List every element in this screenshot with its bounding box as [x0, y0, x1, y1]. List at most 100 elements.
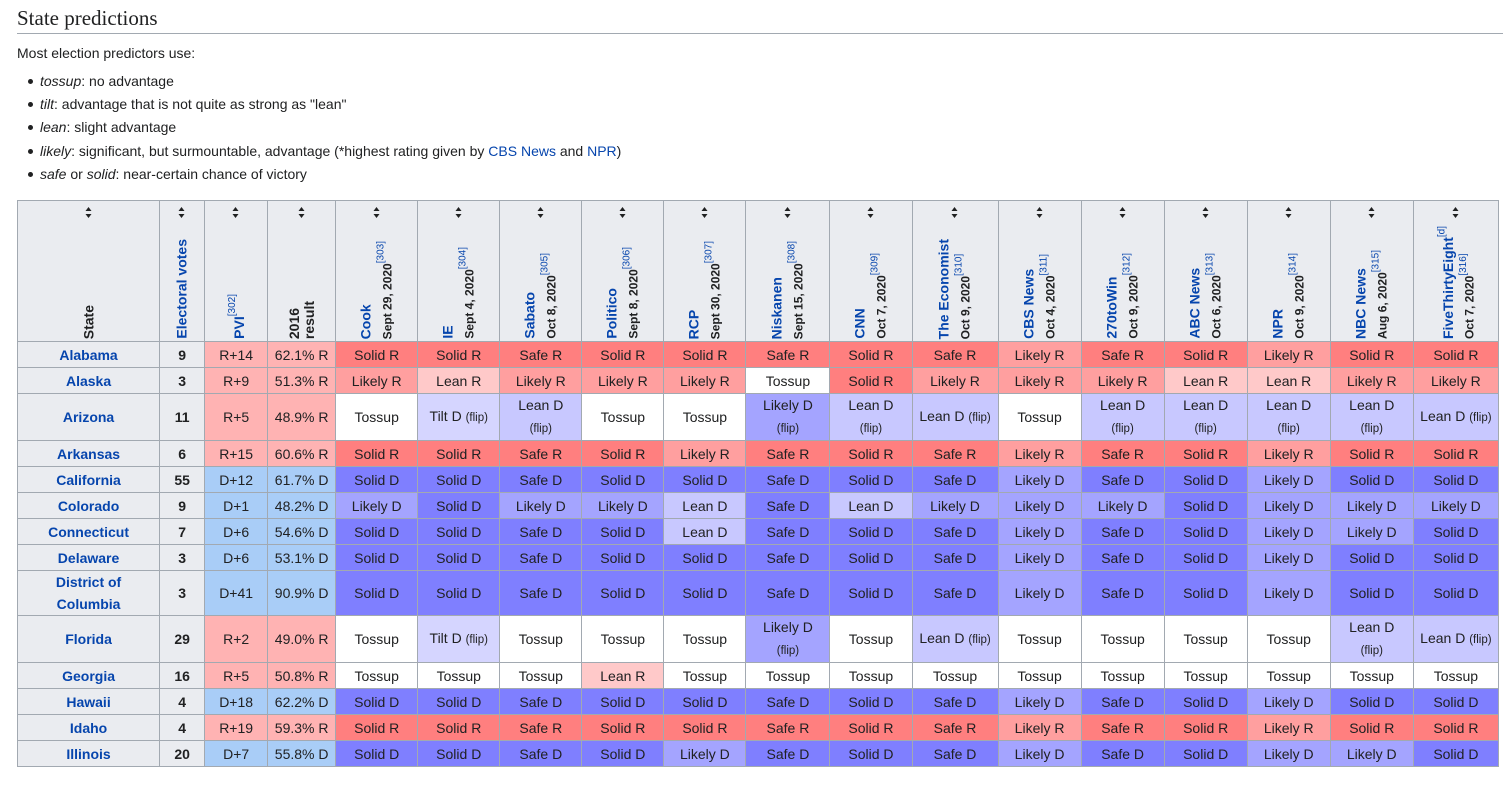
reference-link[interactable]: [312]: [1121, 253, 1133, 276]
sort-icon[interactable]: [951, 207, 959, 218]
reference-link[interactable]: [315]: [1370, 250, 1382, 273]
column-header[interactable]: NPR Oct 9, 2020[314]: [1246, 200, 1331, 342]
header-name[interactable]: IE: [439, 325, 456, 339]
column-header[interactable]: ABC News Oct 6, 2020[313]: [1163, 200, 1248, 342]
header-name[interactable]: Niskanen: [768, 276, 785, 339]
sort-icon[interactable]: [1036, 207, 1043, 218]
reference-link[interactable]: [314]: [1287, 253, 1299, 276]
header-name[interactable]: FiveThirtyEight: [1439, 237, 1456, 339]
column-header[interactable]: 2016 result: [267, 200, 337, 342]
header-name[interactable]: Politico: [603, 288, 620, 339]
state-link[interactable]: Delaware: [16, 544, 161, 571]
header-name[interactable]: NPR: [1269, 309, 1286, 339]
reference-link[interactable]: [302]: [227, 294, 239, 317]
column-header[interactable]: RCP Sept 30, 2020[307]: [663, 200, 747, 342]
rating-cell: Solid D: [335, 466, 419, 493]
sort-icon[interactable]: [619, 207, 626, 218]
reference-link[interactable]: [308]: [786, 240, 798, 263]
reference-link[interactable]: [d]: [1436, 225, 1448, 238]
state-link[interactable]: Florida: [16, 615, 161, 663]
sort-icon[interactable]: [455, 207, 462, 218]
reference-link[interactable]: [306]: [621, 247, 633, 270]
header-name[interactable]: Cook: [357, 304, 374, 339]
reference-link[interactable]: [313]: [1204, 253, 1216, 276]
flip-note: (flip): [776, 423, 800, 435]
state-link[interactable]: Arkansas: [16, 440, 161, 467]
column-header[interactable]: The Economist Oct 9, 2020[310]: [911, 200, 999, 342]
state-link[interactable]: Colorado: [16, 492, 161, 519]
rating-cell: Safe D: [1080, 740, 1165, 767]
definition-text: : advantage that is not quite as strong …: [54, 96, 347, 113]
state-link[interactable]: District of Columbia: [16, 570, 161, 616]
sort-icon[interactable]: [178, 207, 186, 218]
column-header[interactable]: State: [16, 200, 161, 342]
state-link[interactable]: Alabama: [16, 341, 161, 368]
column-header[interactable]: PVI[302]: [204, 200, 269, 342]
column-header[interactable]: Electoral votes: [159, 200, 206, 342]
rating-cell: Likely D: [581, 492, 665, 519]
reference-link[interactable]: [305]: [539, 253, 551, 276]
sort-icon[interactable]: [1285, 207, 1292, 218]
result-2016: 60.6% R: [267, 440, 337, 467]
column-header[interactable]: NBC News Aug 6, 2020[315]: [1329, 200, 1414, 342]
reference-link[interactable]: [309]: [869, 253, 881, 276]
state-link[interactable]: Illinois: [16, 740, 161, 767]
reference-link[interactable]: [307]: [703, 240, 715, 263]
state-link[interactable]: Alaska: [16, 367, 161, 394]
header-name[interactable]: RCP: [685, 309, 702, 339]
column-header[interactable]: CBS News Oct 4, 2020[311]: [997, 200, 1082, 342]
sort-icon[interactable]: [298, 207, 305, 218]
rating-cell: Solid D: [1412, 466, 1500, 493]
npr-link[interactable]: NPR: [587, 142, 617, 159]
definition-item: lean: slight advantage: [17, 117, 621, 140]
sort-icon[interactable]: [1368, 207, 1375, 218]
sort-icon[interactable]: [867, 207, 874, 218]
state-link[interactable]: Georgia: [16, 662, 161, 689]
sort-icon[interactable]: [1202, 207, 1209, 218]
state-link[interactable]: California: [16, 466, 161, 493]
reference-link[interactable]: [303]: [375, 240, 387, 263]
column-header[interactable]: IE Sept 4, 2020[304]: [417, 200, 501, 342]
header-name[interactable]: Sabato: [521, 292, 538, 339]
state-link[interactable]: Connecticut: [16, 518, 161, 545]
column-header[interactable]: CNN Oct 7, 2020[309]: [829, 200, 913, 342]
sort-icon[interactable]: [1452, 207, 1459, 218]
column-header[interactable]: Cook Sept 29, 2020[303]: [335, 200, 419, 342]
sort-icon[interactable]: [1119, 207, 1126, 218]
rating-cell: Lean D: [829, 492, 913, 519]
sort-icon[interactable]: [701, 207, 708, 218]
rating-cell: Likely R: [581, 367, 665, 394]
header-name[interactable]: ABC News: [1186, 268, 1203, 339]
sort-icon[interactable]: [232, 207, 240, 218]
cbs-news-link[interactable]: CBS News: [488, 142, 556, 159]
reference-link[interactable]: [304]: [457, 247, 469, 270]
header-name[interactable]: CBS News: [1020, 268, 1037, 339]
rating-cell: Likely D: [1329, 518, 1414, 545]
definition-term: tossup: [40, 73, 82, 89]
header-name[interactable]: Electoral votes: [173, 239, 190, 339]
header-name[interactable]: 270toWin: [1103, 276, 1120, 339]
reference-link[interactable]: [316]: [1457, 253, 1469, 276]
state-link[interactable]: Idaho: [16, 714, 161, 741]
sort-icon[interactable]: [85, 207, 92, 218]
state-link[interactable]: Hawaii: [16, 688, 161, 715]
sort-icon[interactable]: [537, 207, 544, 218]
result-2016: 54.6% D: [267, 518, 337, 545]
header-name[interactable]: PVI: [230, 316, 247, 339]
rating-cell: Likely R: [1246, 714, 1331, 741]
state-link[interactable]: Arizona: [16, 393, 161, 441]
rating-cell: Likely R: [997, 714, 1082, 741]
column-header[interactable]: Niskanen Sept 15, 2020[308]: [745, 200, 831, 342]
column-header[interactable]: 270toWin Oct 9, 2020[312]: [1080, 200, 1165, 342]
table-row: Colorado 9 D+1 48.2% D Likely D Solid D Likely…: [16, 492, 1500, 519]
sort-icon[interactable]: [784, 207, 791, 218]
reference-link[interactable]: [311]: [1038, 254, 1050, 276]
column-header[interactable]: Politico Sept 8, 2020[306]: [581, 200, 665, 342]
header-name[interactable]: The Economist: [935, 238, 952, 339]
column-header[interactable]: Sabato Oct 8, 2020[305]: [499, 200, 583, 342]
header-name[interactable]: CNN: [851, 308, 868, 339]
sort-icon[interactable]: [373, 207, 380, 218]
header-name[interactable]: NBC News: [1352, 268, 1369, 339]
column-header[interactable]: FiveThirtyEight[d] Oct 7, 2020[316]: [1412, 200, 1500, 342]
reference-link[interactable]: [310]: [953, 253, 965, 276]
